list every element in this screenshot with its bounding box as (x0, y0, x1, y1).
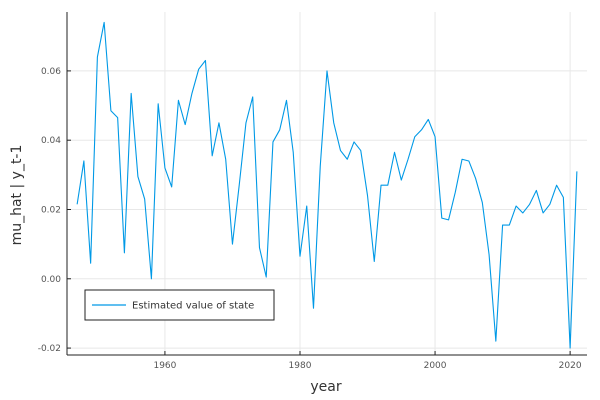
y-tick-label-0: -0.02 (38, 344, 61, 354)
x-axis-ticks: 1960 1980 2000 2020 (153, 351, 582, 371)
y-axis-label: mu_hat | y_t-1 (9, 145, 25, 246)
series-line-0 (76, 21, 578, 349)
x-tick-label-1960: 1960 (153, 361, 176, 371)
legend: Estimated value of state (84, 289, 275, 321)
axes (66, 12, 587, 356)
x-tick-label-2020: 2020 (559, 361, 582, 371)
y-axis-ticks: -0.02 0.00 0.02 0.04 0.06 (38, 67, 71, 354)
x-tick-label-1980: 1980 (289, 361, 312, 371)
y-tick-label-3: 0.04 (41, 136, 61, 146)
x-tick-label-2000: 2000 (424, 361, 447, 371)
x-axis-label: year (310, 379, 341, 395)
series-layer (76, 21, 578, 349)
legend-entry-label: Estimated value of state (132, 301, 254, 312)
y-tick-label-4: 0.06 (41, 67, 61, 77)
y-tick-label-2: 0.02 (41, 205, 61, 215)
y-tick-label-1: 0.00 (41, 275, 61, 285)
